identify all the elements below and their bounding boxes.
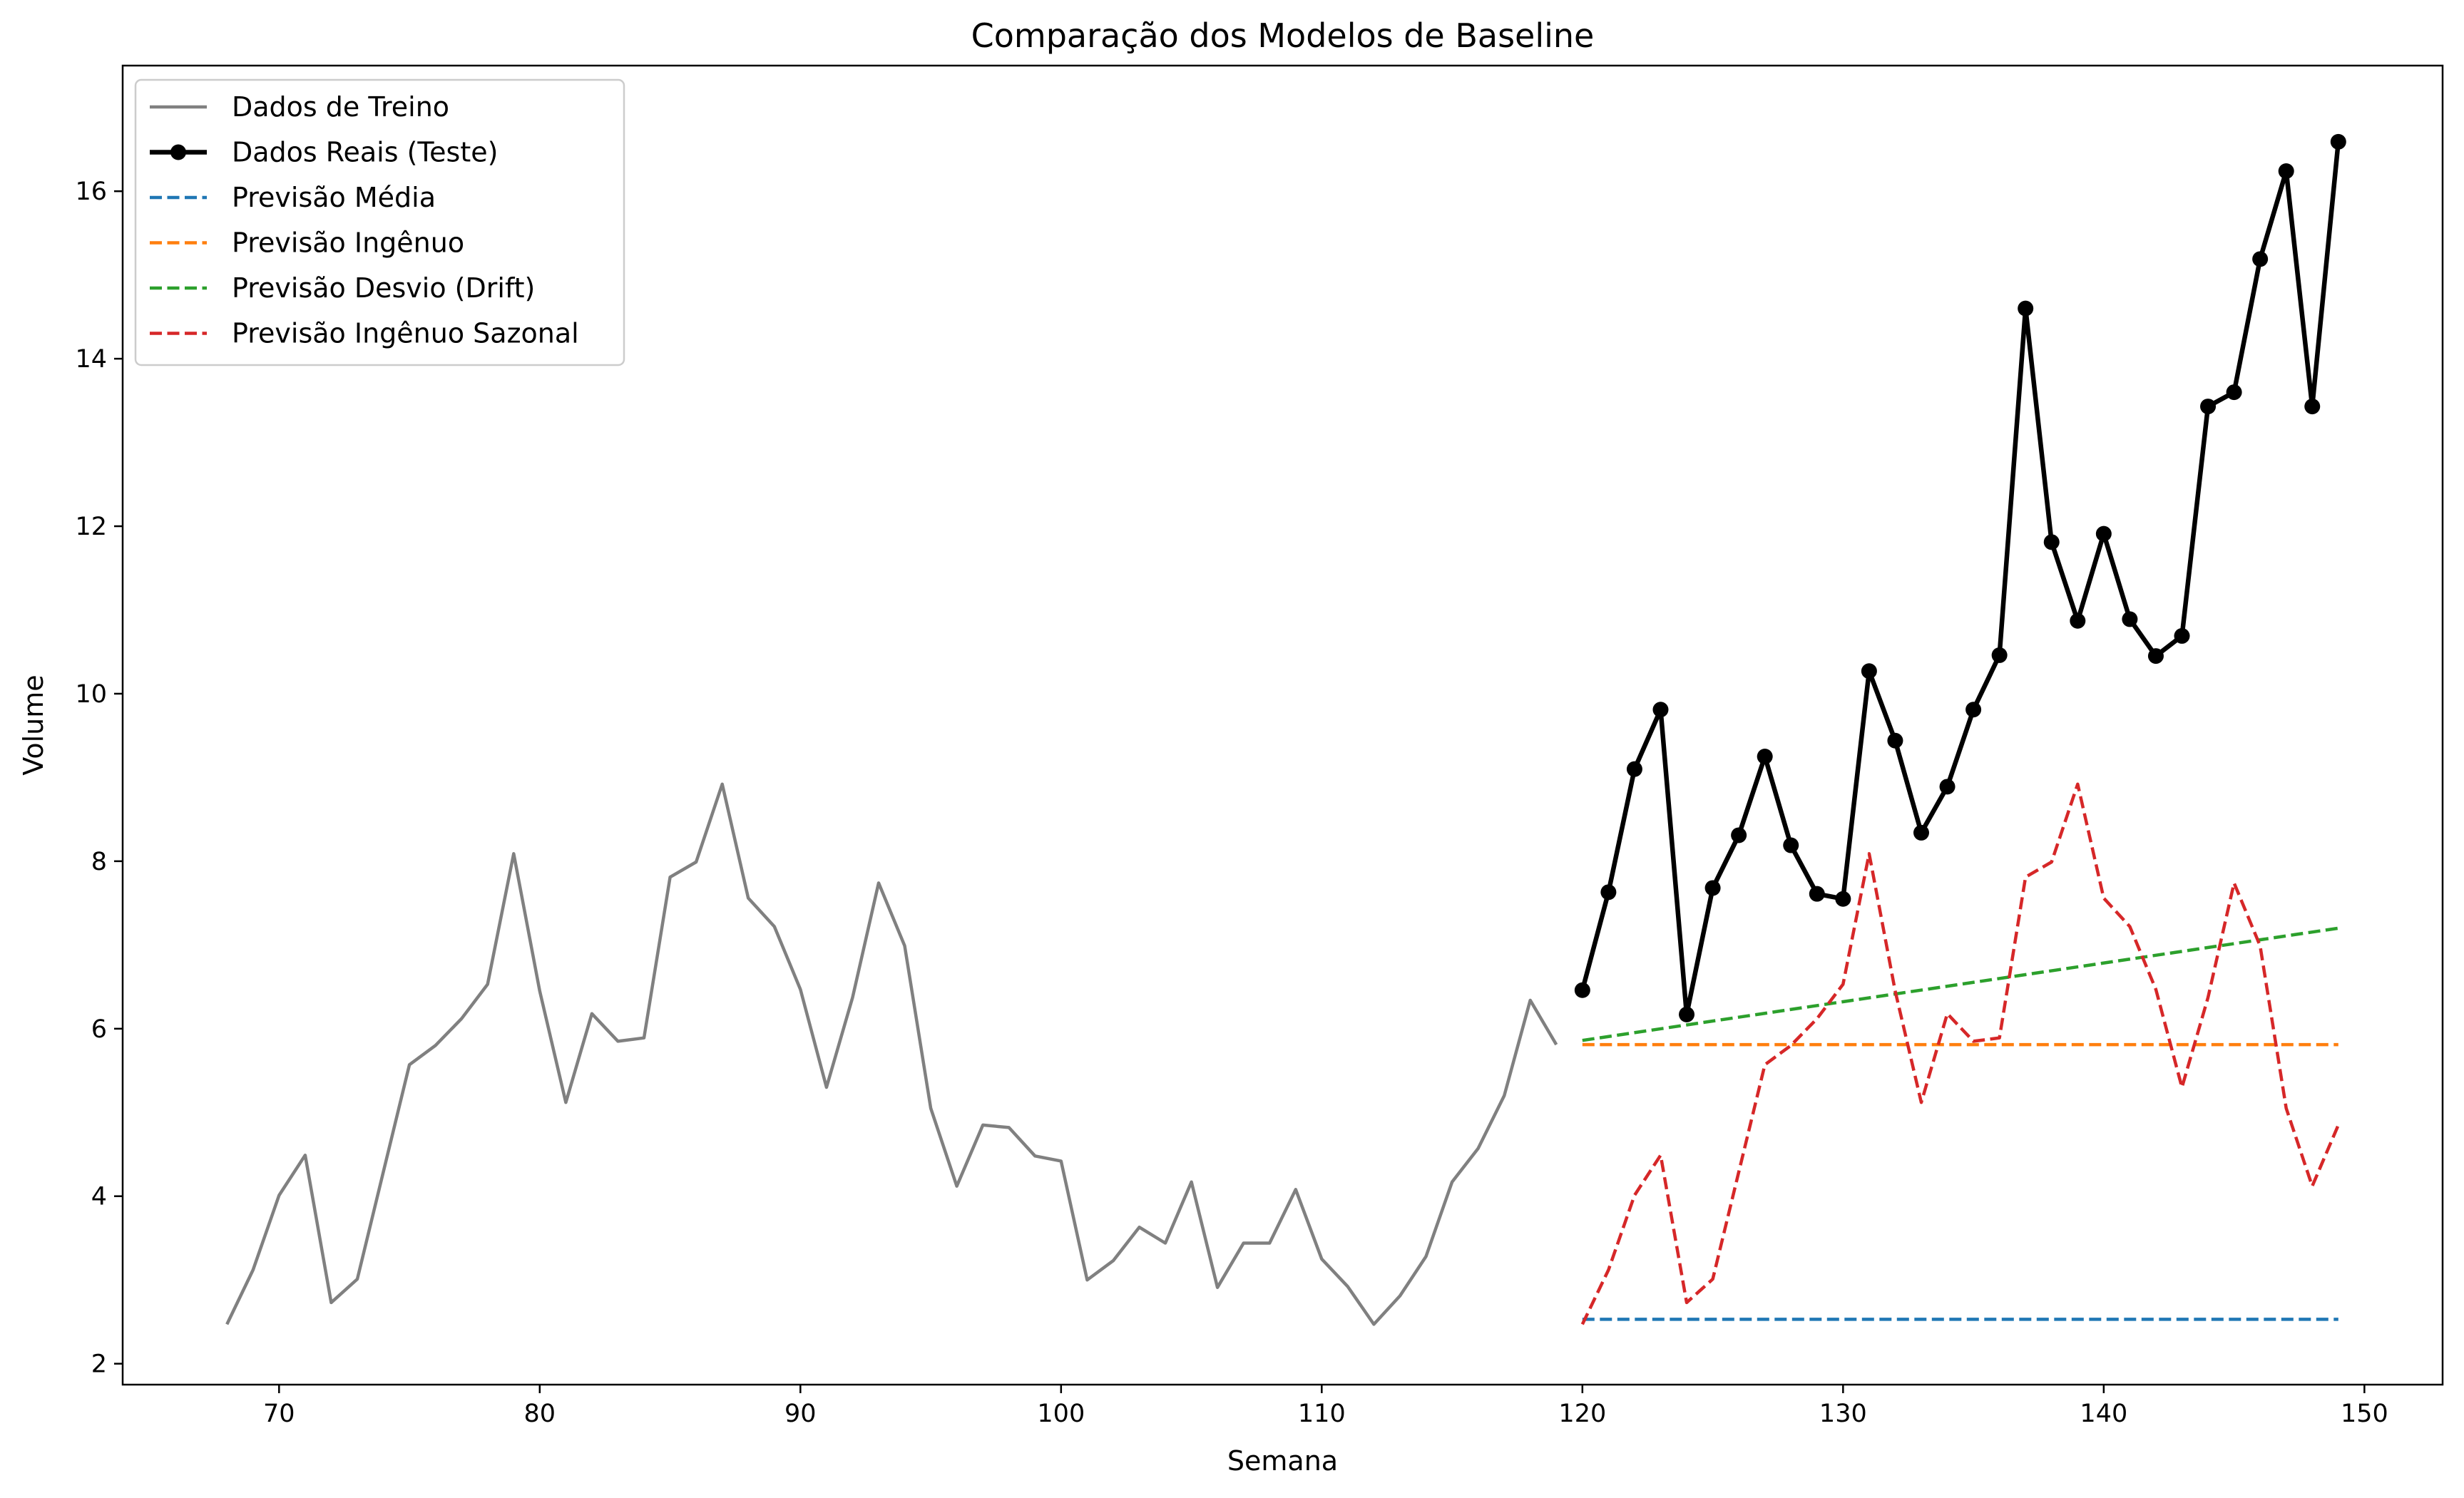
y-tick-label: 10	[75, 680, 107, 709]
series-point-dados-reais-teste	[1783, 837, 1799, 853]
series-point-dados-reais-teste	[1626, 761, 1642, 777]
legend: Dados de Treino Dados Reais (Teste) Previs…	[134, 78, 625, 366]
y-tick-label: 12	[75, 513, 107, 541]
x-tick-label: 90	[784, 1400, 817, 1428]
x-tick-label: 80	[524, 1400, 556, 1428]
x-axis-label: Semana	[1227, 1445, 1338, 1477]
series-point-dados-reais-teste	[2252, 251, 2269, 267]
series-point-dados-reais-teste	[1600, 884, 1617, 901]
legend-entry: Previsão Ingênuo	[150, 227, 464, 259]
x-tick-label: 70	[263, 1400, 295, 1428]
legend-label: Previsão Desvio (Drift)	[232, 272, 535, 304]
series-point-dados-reais-teste	[1939, 779, 1956, 795]
x-tick-label: 100	[1037, 1400, 1085, 1428]
series-point-dados-reais-teste	[1704, 880, 1721, 896]
series-point-dados-reais-teste	[2070, 612, 2086, 629]
legend-label: Dados de Treino	[232, 91, 449, 123]
series-point-dados-reais-teste	[2018, 300, 2034, 317]
legend-entry: Dados de Treino	[150, 91, 449, 123]
series-point-dados-reais-teste	[1835, 891, 1851, 907]
series-point-dados-reais-teste	[2095, 525, 2112, 542]
series-point-dados-reais-teste	[2122, 611, 2138, 627]
series-point-dados-reais-teste	[1965, 702, 1982, 718]
series-point-dados-reais-teste	[1887, 732, 1903, 749]
y-axis-label: Volume	[18, 674, 49, 775]
series-point-dados-reais-teste	[2304, 399, 2321, 415]
series-point-dados-reais-teste	[1679, 1006, 1695, 1022]
y-tick-label: 8	[91, 848, 107, 876]
legend-label: Previsão Ingênuo Sazonal	[232, 318, 579, 349]
series-point-dados-reais-teste	[1757, 749, 1773, 765]
series-point-dados-reais-teste	[2174, 627, 2190, 644]
y-axis-ticks: 2 4 6 8 10 12 14 16	[75, 178, 123, 1379]
series-line-previsao-ingenuo-sazonal	[1580, 782, 2340, 1325]
x-axis-ticks: 70 80 90 100 110 120 130 140 150	[263, 1385, 2388, 1428]
y-tick-label: 16	[75, 178, 107, 206]
x-tick-label: 130	[1819, 1400, 1867, 1428]
series-point-dados-reais-teste	[2226, 384, 2242, 401]
legend-entry: Previsão Desvio (Drift)	[150, 272, 535, 304]
y-tick-label: 14	[75, 345, 107, 374]
legend-marker	[170, 144, 186, 160]
series-point-dados-reais-teste	[1861, 663, 1877, 679]
x-tick-label: 150	[2341, 1400, 2388, 1428]
legend-entry: Previsão Média	[150, 182, 436, 213]
series-point-dados-reais-teste	[2043, 534, 2060, 550]
plot-area	[121, 64, 2444, 1386]
series-line-dados-de-treino	[225, 782, 1558, 1326]
legend-entry: Previsão Ingênuo Sazonal	[150, 318, 579, 349]
series-point-dados-reais-teste	[1913, 824, 1929, 841]
legend-label: Dados Reais (Teste)	[232, 137, 498, 168]
series-point-dados-reais-teste	[1652, 702, 1669, 718]
series-point-dados-reais-teste	[1809, 886, 1825, 902]
series-point-dados-reais-teste	[1991, 647, 2008, 663]
series-point-dados-reais-teste	[2278, 163, 2294, 179]
plot-frame	[121, 64, 2444, 1386]
legend-entry: Dados Reais (Teste)	[150, 137, 498, 168]
chart-title: Comparação dos Modelos de Baseline	[971, 16, 1595, 55]
y-tick-label: 2	[91, 1350, 107, 1379]
series-point-dados-reais-teste	[2147, 648, 2164, 665]
legend-label: Previsão Ingênuo	[232, 227, 464, 259]
legend-label: Previsão Média	[232, 182, 436, 213]
series-point-dados-reais-teste	[1731, 827, 1747, 843]
y-tick-label: 4	[91, 1183, 107, 1211]
series-point-dados-reais-teste	[1574, 982, 1590, 998]
legend-box	[134, 78, 625, 366]
x-tick-label: 120	[1558, 1400, 1606, 1428]
series-point-dados-reais-teste	[2200, 399, 2217, 415]
series-line-previsao-desvio-drift	[1582, 926, 2339, 1042]
series-point-dados-reais-teste	[2330, 133, 2346, 150]
series-layer	[225, 133, 2346, 1326]
y-tick-label: 6	[91, 1015, 107, 1044]
x-tick-label: 140	[2080, 1400, 2127, 1428]
x-tick-label: 110	[1298, 1400, 1346, 1428]
